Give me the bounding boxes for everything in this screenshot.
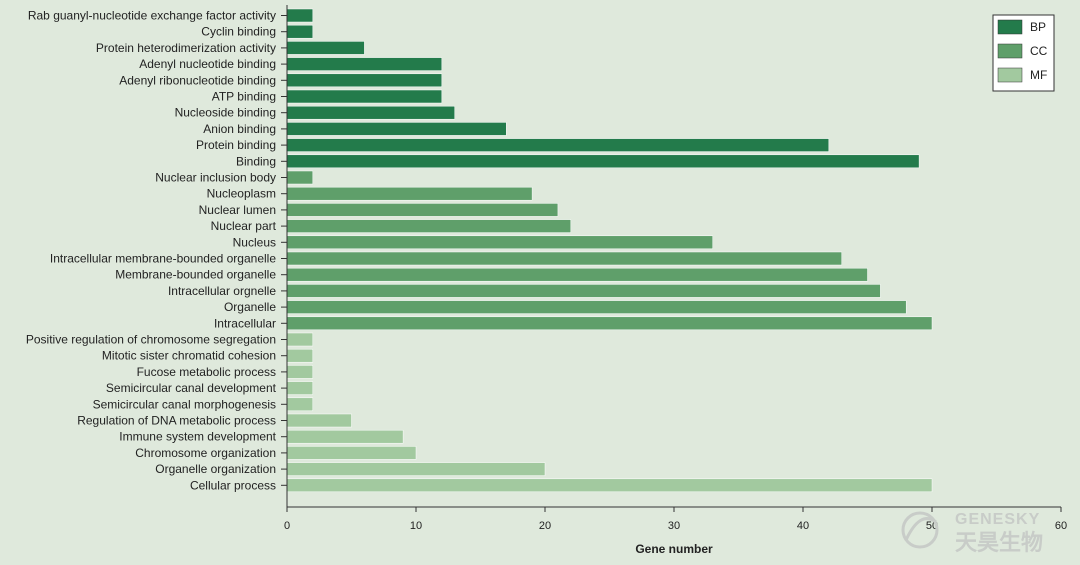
bars-group xyxy=(286,8,933,493)
bar xyxy=(286,478,933,493)
category-label: Semicircular canal morphogenesis xyxy=(93,397,276,411)
category-label: Intracellular membrane-bounded organelle xyxy=(50,252,276,266)
category-label: Intracellular xyxy=(214,316,276,330)
category-label: Nuclear part xyxy=(211,219,277,233)
category-label: Semicircular canal development xyxy=(106,381,277,395)
bar xyxy=(286,332,314,347)
category-label: Nuclear inclusion body xyxy=(155,171,276,185)
bar xyxy=(286,186,533,201)
category-label: Organelle xyxy=(224,300,276,314)
bar xyxy=(286,284,881,298)
bar xyxy=(286,8,314,23)
category-label: Binding xyxy=(236,154,276,168)
bar xyxy=(286,57,443,71)
category-label: Chromosome organization xyxy=(135,446,276,460)
category-label: Nuclear lumen xyxy=(199,203,276,217)
bar xyxy=(286,413,352,428)
bar xyxy=(286,462,546,476)
category-label: Protein binding xyxy=(196,138,276,152)
watermark-text-latin: GENESKY xyxy=(955,511,1040,528)
bar xyxy=(286,381,314,395)
category-label: Nucleoside binding xyxy=(175,106,276,120)
category-label: Nucleus xyxy=(233,235,276,249)
bar xyxy=(286,316,933,331)
category-label: Fucose metabolic process xyxy=(137,365,276,379)
legend-swatch xyxy=(997,19,1023,35)
bar xyxy=(286,348,314,363)
bar xyxy=(286,365,314,379)
x-tick-label: 60 xyxy=(1055,520,1067,532)
bar xyxy=(286,105,455,120)
bar xyxy=(286,446,417,460)
legend-label: MF xyxy=(1030,68,1047,82)
bar xyxy=(286,203,559,217)
x-tick-label: 20 xyxy=(539,520,551,532)
x-tick-label: 40 xyxy=(797,520,809,532)
category-label: Adenyl ribonucleotide binding xyxy=(119,73,276,87)
legend: BP CC MF xyxy=(992,14,1055,92)
legend-label: CC xyxy=(1030,44,1048,58)
category-label: Rab guanyl-nucleotide exchange factor ac… xyxy=(28,9,276,23)
category-label: Regulation of DNA metabolic process xyxy=(77,414,276,428)
watermark-logo-icon xyxy=(901,511,939,549)
bar xyxy=(286,251,842,266)
category-label: Anion binding xyxy=(203,122,276,136)
category-label: Mitotic sister chromatid cohesion xyxy=(102,349,276,363)
category-label: Protein heterodimerization activity xyxy=(96,41,276,55)
category-label: Intracellular orgnelle xyxy=(168,284,276,298)
bar xyxy=(286,122,507,136)
bar xyxy=(286,235,713,250)
category-label: Cellular process xyxy=(190,478,276,492)
legend-label: BP xyxy=(1030,20,1046,34)
bar xyxy=(286,154,920,169)
bar xyxy=(286,170,314,185)
category-label: Adenyl nucleotide binding xyxy=(139,57,276,71)
category-label: Positive regulation of chromosome segreg… xyxy=(26,333,276,347)
bar xyxy=(286,397,314,412)
bar xyxy=(286,300,907,314)
x-tick-label: 10 xyxy=(410,520,422,532)
category-label: Nucleoplasm xyxy=(207,187,276,201)
bar xyxy=(286,73,443,88)
legend-swatch xyxy=(997,67,1023,83)
x-axis-title: Gene number xyxy=(635,542,713,556)
category-label: Organelle organization xyxy=(155,462,276,476)
category-label: Cyclin binding xyxy=(201,25,276,39)
bar xyxy=(286,41,365,55)
bar xyxy=(286,219,572,233)
category-label: Immune system development xyxy=(119,430,276,444)
category-labels: Rab guanyl-nucleotide exchange factor ac… xyxy=(26,9,277,493)
category-label: ATP binding xyxy=(212,90,276,104)
category-label: Membrane-bounded organelle xyxy=(115,268,276,282)
bar xyxy=(286,429,404,444)
x-tick-label: 0 xyxy=(284,520,290,532)
bar xyxy=(286,24,314,39)
watermark-text-cjk: 天昊生物 xyxy=(955,530,1043,555)
x-tick-label: 30 xyxy=(668,520,680,532)
watermark: GENESKY 天昊生物 xyxy=(901,511,1043,555)
legend-swatch xyxy=(997,43,1023,59)
bar xyxy=(286,89,443,104)
bar xyxy=(286,267,868,282)
axes: 0 10 20 30 40 50 60 xyxy=(281,5,1067,532)
bar xyxy=(286,138,830,152)
